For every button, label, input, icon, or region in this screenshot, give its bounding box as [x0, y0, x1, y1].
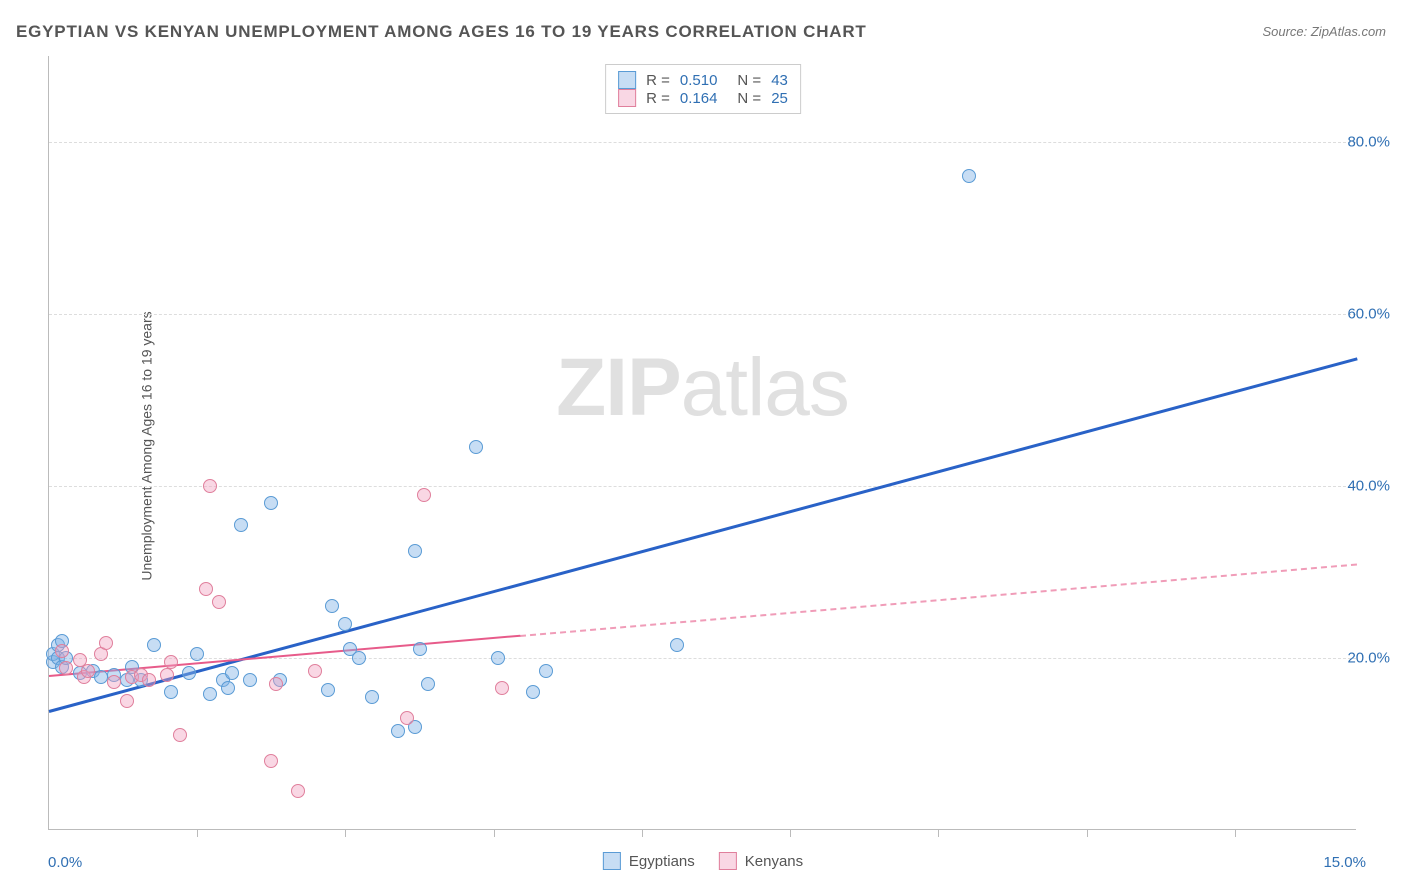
x-tick: [1235, 829, 1236, 837]
y-tick-label: 40.0%: [1347, 478, 1390, 495]
point-egyptians: [421, 677, 435, 691]
point-kenyans: [164, 655, 178, 669]
x-axis-min-label: 0.0%: [48, 854, 82, 871]
point-egyptians: [94, 670, 108, 684]
point-kenyans: [120, 694, 134, 708]
point-kenyans: [264, 754, 278, 768]
plot-area: ZIPatlas: [48, 56, 1356, 830]
x-tick: [790, 829, 791, 837]
x-tick: [1087, 829, 1088, 837]
swatch-egyptians-icon: [603, 852, 621, 870]
gridline: [49, 142, 1356, 143]
point-kenyans: [417, 488, 431, 502]
point-egyptians: [325, 599, 339, 613]
fit-line-kenyans: [520, 563, 1357, 637]
point-egyptians: [243, 673, 257, 687]
point-egyptians: [190, 647, 204, 661]
point-kenyans: [59, 661, 73, 675]
legend-row-egyptians: R = 0.510 N = 43: [618, 71, 788, 89]
point-egyptians: [413, 642, 427, 656]
swatch-egyptians: [618, 71, 636, 89]
point-kenyans: [203, 479, 217, 493]
point-kenyans: [400, 711, 414, 725]
point-egyptians: [391, 724, 405, 738]
point-egyptians: [408, 544, 422, 558]
point-egyptians: [203, 687, 217, 701]
point-kenyans: [160, 668, 174, 682]
point-egyptians: [338, 617, 352, 631]
point-kenyans: [308, 664, 322, 678]
gridline: [49, 314, 1356, 315]
x-tick: [345, 829, 346, 837]
x-axis-max-label: 15.0%: [1323, 854, 1366, 871]
point-kenyans: [55, 644, 69, 658]
point-egyptians: [469, 440, 483, 454]
point-kenyans: [495, 681, 509, 695]
legend-item-kenyans: Kenyans: [719, 852, 803, 870]
chart-title: EGYPTIAN VS KENYAN UNEMPLOYMENT AMONG AG…: [16, 22, 867, 42]
point-egyptians: [225, 666, 239, 680]
y-tick-label: 20.0%: [1347, 650, 1390, 667]
series-legend: Egyptians Kenyans: [603, 852, 803, 870]
x-tick: [938, 829, 939, 837]
point-kenyans: [199, 582, 213, 596]
point-egyptians: [264, 496, 278, 510]
y-tick-label: 60.0%: [1347, 306, 1390, 323]
point-egyptians: [539, 664, 553, 678]
watermark: ZIPatlas: [556, 341, 849, 435]
legend-item-egyptians: Egyptians: [603, 852, 695, 870]
point-egyptians: [164, 685, 178, 699]
point-kenyans: [81, 664, 95, 678]
point-egyptians: [491, 651, 505, 665]
point-egyptians: [234, 518, 248, 532]
source-attribution: Source: ZipAtlas.com: [1262, 24, 1386, 39]
point-kenyans: [212, 595, 226, 609]
x-tick: [197, 829, 198, 837]
point-egyptians: [670, 638, 684, 652]
point-egyptians: [526, 685, 540, 699]
point-kenyans: [107, 675, 121, 689]
point-egyptians: [182, 666, 196, 680]
point-kenyans: [142, 673, 156, 687]
x-tick: [494, 829, 495, 837]
point-egyptians: [321, 683, 335, 697]
chart-container: EGYPTIAN VS KENYAN UNEMPLOYMENT AMONG AG…: [0, 0, 1406, 892]
point-kenyans: [173, 728, 187, 742]
x-tick: [642, 829, 643, 837]
legend-row-kenyans: R = 0.164 N = 25: [618, 89, 788, 107]
point-egyptians: [352, 651, 366, 665]
swatch-kenyans-icon: [719, 852, 737, 870]
point-egyptians: [365, 690, 379, 704]
point-kenyans: [269, 677, 283, 691]
point-kenyans: [99, 636, 113, 650]
point-egyptians: [147, 638, 161, 652]
point-kenyans: [291, 784, 305, 798]
gridline: [49, 486, 1356, 487]
y-tick-label: 80.0%: [1347, 134, 1390, 151]
swatch-kenyans: [618, 89, 636, 107]
point-egyptians: [221, 681, 235, 695]
point-egyptians: [962, 169, 976, 183]
correlation-legend: R = 0.510 N = 43 R = 0.164 N = 25: [605, 64, 801, 114]
